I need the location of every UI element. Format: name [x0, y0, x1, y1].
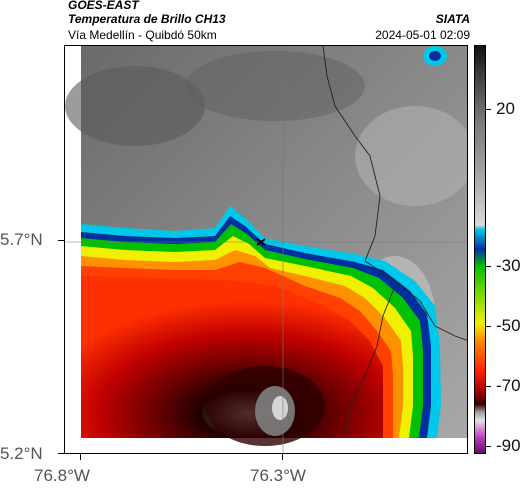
lat-tick-5.2: 5.2°N — [0, 444, 43, 463]
lat-tick-5.7: 5.7°N — [0, 230, 43, 249]
route-marker — [256, 238, 266, 246]
department-border — [322, 46, 467, 341]
satellite-map — [64, 45, 468, 454]
colorbar-tick-20: 20 — [496, 99, 515, 118]
colorbar-tick--30: -30 — [496, 256, 521, 275]
map-canvas — [65, 46, 467, 453]
route-subtitle: Vía Medellín - Quibdó 50km — [68, 28, 217, 42]
lon-tick-76.3: 76.3°W — [250, 466, 306, 485]
timestamp-label: 2024-05-01 02:09 — [375, 28, 470, 42]
colorbar-tick--90: -90 — [496, 436, 521, 455]
colorbar-tick--70: -70 — [496, 376, 521, 395]
lon-tick-76.8: 76.8°W — [34, 466, 90, 485]
temperature-colorbar — [474, 45, 486, 454]
product-title: Temperatura de Brillo CH13 — [68, 12, 226, 26]
colorbar-tick--50: -50 — [496, 316, 521, 335]
satellite-title: GOES-EAST — [68, 0, 139, 12]
agency-label: SIATA — [435, 12, 470, 26]
department-border-south — [344, 285, 396, 439]
